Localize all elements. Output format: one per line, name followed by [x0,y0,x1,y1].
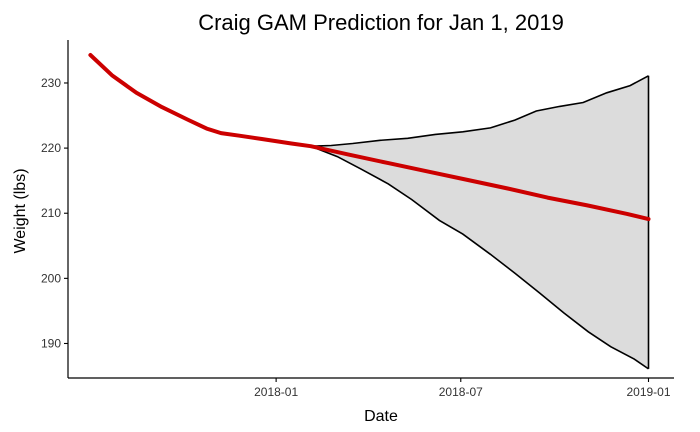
fitted-line-1 [88,53,651,222]
y-tick-label: 210 [41,206,61,220]
y-axis-ticks: 190 200 210 220 230 [41,76,68,350]
y-tick-label: 200 [41,271,61,285]
chart-title: Craig GAM Prediction for Jan 1, 2019 [198,10,564,35]
prediction-interval-lower-line [310,145,649,370]
x-tick-label: 2019-01 [626,385,670,399]
prediction-interval-band [310,75,649,369]
fitted-line-series [88,53,651,222]
y-axis-title: Weight (lbs) [12,168,29,253]
x-tick-label: 2018-07 [439,385,483,399]
y-tick-label: 220 [41,141,61,155]
x-axis-title: Date [364,408,398,425]
prediction-interval-upper-line [310,75,649,147]
plot-area [88,53,651,370]
y-tick-label: 190 [41,336,61,350]
y-tick-label: 230 [41,76,61,90]
x-axis-ticks: 2018-01 2018-07 2019-01 [254,378,671,399]
x-tick-label: 2018-01 [254,385,298,399]
